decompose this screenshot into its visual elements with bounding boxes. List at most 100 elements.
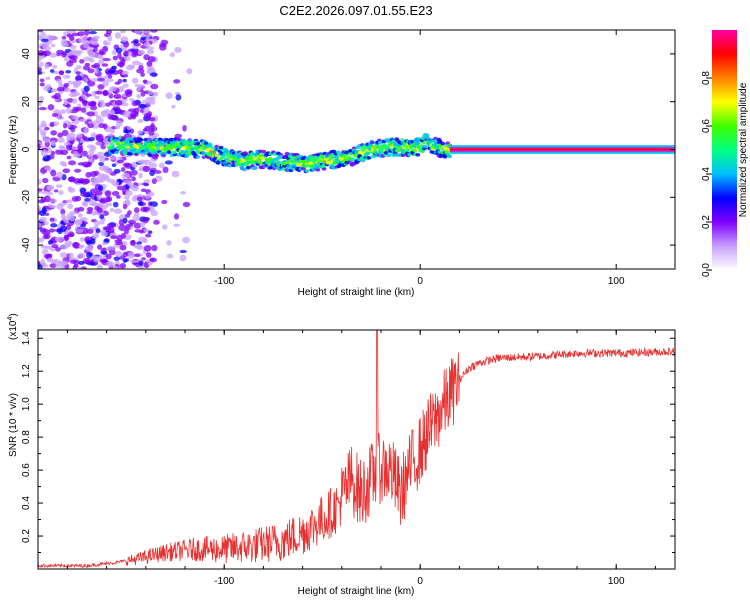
spectrogram-cell — [40, 31, 47, 39]
spectrogram-cell — [101, 63, 109, 67]
spectrogram-cell — [150, 122, 155, 130]
spectrogram-cell — [38, 143, 41, 150]
spectrogram-cell — [74, 51, 82, 57]
spectrogram-cell — [57, 137, 65, 143]
spectrogram-cell — [147, 65, 154, 71]
spectrogram-cell — [358, 150, 363, 155]
spectrogram-cell — [182, 236, 190, 244]
spectrogram-cell — [140, 188, 147, 193]
spectrogram-cell — [78, 96, 84, 102]
spectrogram-cell — [38, 260, 41, 265]
spectrogram-cell — [148, 117, 156, 122]
spectrogram-cell — [93, 62, 101, 69]
spectrogram-cell — [105, 253, 112, 260]
spectrogram-cells — [38, 30, 675, 269]
spectrogram-cell — [102, 231, 108, 237]
spectrogram-cell — [77, 31, 85, 37]
spectrogram-cell — [119, 244, 127, 251]
spectrogram-xtick-label: -100 — [214, 276, 234, 287]
spectrogram-cell — [38, 67, 42, 72]
spectrogram-cell — [108, 226, 115, 234]
snr-multiplier-exp: 4 — [7, 317, 14, 321]
spectrogram-cell — [116, 62, 125, 67]
spectrogram-cell — [68, 252, 74, 259]
spectrogram-cell — [111, 50, 117, 55]
spectrogram-cell — [119, 263, 127, 269]
spectrogram-cell — [66, 155, 72, 160]
colorbar-tick-label: 0.6 — [701, 119, 712, 133]
spectrogram-cell — [142, 79, 148, 84]
svg-text:(x104): (x104) — [7, 313, 19, 340]
spectrogram-cell — [73, 242, 81, 249]
spectrogram-cell — [166, 253, 174, 259]
spectrogram-cell — [74, 168, 82, 173]
spectrogram-cell — [444, 150, 450, 154]
spectrogram-cell — [113, 208, 123, 214]
spectrogram-cell — [50, 150, 56, 156]
spectrogram-cell — [77, 162, 85, 166]
spectrogram-cell — [114, 125, 121, 130]
spectrogram-cell — [145, 37, 150, 43]
spectrogram-cell — [106, 245, 115, 251]
spectrogram-cell — [138, 229, 144, 234]
spectrogram-cell — [78, 260, 85, 265]
spectrogram-cell — [121, 172, 131, 180]
spectrogram-cell — [106, 222, 115, 229]
spectrogram-cell — [84, 197, 91, 202]
spectrogram-cell — [93, 258, 102, 263]
spectrogram-cell — [139, 221, 146, 228]
spectrogram-cell — [257, 149, 263, 154]
spectrogram-cell — [94, 90, 103, 95]
snr-multiplier: (x104) — [7, 313, 19, 340]
spectrogram-cell — [143, 179, 151, 184]
spectrogram-cell — [101, 210, 110, 216]
spectrogram-cell — [147, 49, 155, 55]
spectrogram-cell — [122, 112, 131, 118]
spectrogram-cell — [136, 93, 142, 99]
spectrogram-cell — [138, 138, 144, 142]
spectrogram-cell — [49, 121, 55, 128]
spectrogram-cell — [124, 162, 133, 169]
spectrogram-cell — [147, 56, 156, 63]
spectrogram-cell — [239, 165, 245, 169]
spectrogram-cell — [186, 68, 193, 75]
spectrogram-cell — [422, 144, 428, 149]
spectrogram-cell — [386, 153, 392, 158]
spectrogram-cell — [125, 213, 131, 218]
spectrogram-cell — [330, 165, 335, 169]
spectrogram-cell — [39, 78, 45, 83]
spectrogram-cell — [68, 50, 75, 56]
spectrogram-cell — [169, 52, 176, 58]
spectrogram-cell — [79, 237, 85, 242]
spectrogram-cell — [136, 159, 145, 164]
spectrogram-cell — [90, 105, 98, 111]
spectrogram-cell — [415, 141, 421, 146]
spectrogram-cell — [94, 67, 99, 74]
spectrogram-cell — [113, 256, 120, 261]
spectrogram-cell — [101, 251, 108, 255]
spectrogram-cell — [129, 98, 135, 102]
spectrogram-cell — [91, 52, 98, 58]
spectrogram-cell — [68, 215, 76, 222]
spectrogram-cell — [148, 90, 154, 96]
spectrogram-cell — [115, 106, 121, 113]
spectrogram-cell — [55, 149, 64, 155]
spectrogram-cell — [81, 99, 88, 104]
spectrogram-cell — [123, 55, 131, 62]
spectrogram-cell — [74, 219, 83, 226]
spectrogram-cell — [67, 30, 77, 34]
spectrogram-cell — [77, 143, 83, 150]
spectrogram-cell — [64, 87, 72, 93]
spectrogram-cell — [149, 30, 158, 33]
spectrogram-cell — [87, 68, 95, 74]
spectrogram-cell — [98, 179, 104, 184]
spectrogram-cell — [38, 188, 43, 192]
spectrogram-cell — [191, 150, 196, 155]
spectrogram-cell — [119, 30, 127, 34]
spectrogram-cell — [44, 126, 50, 131]
spectrogram-cell — [58, 82, 63, 88]
spectrogram-cell — [87, 206, 94, 212]
spectrogram-cell — [68, 160, 77, 166]
spectrogram-xtick-label: 100 — [608, 276, 625, 287]
spectrogram-cell — [47, 253, 53, 258]
